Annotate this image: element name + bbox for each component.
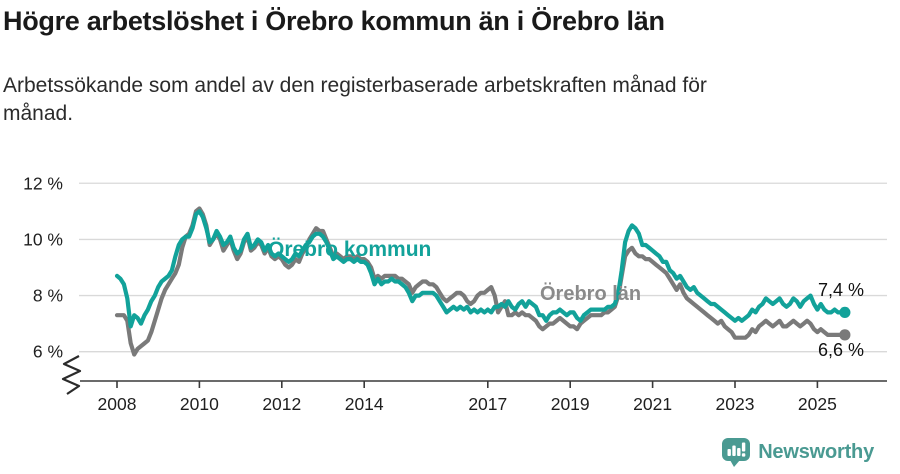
page-title: Högre arbetslöshet i Örebro kommun än i …	[3, 6, 665, 36]
x-tick-label-2017: 2017	[468, 394, 507, 414]
x-tick-label-2012: 2012	[262, 394, 301, 414]
y-tick-label-6: 6 %	[33, 342, 63, 362]
x-tick-label-2021: 2021	[633, 394, 672, 414]
series-line-kommun	[114, 209, 847, 329]
x-tick-label-2025: 2025	[798, 394, 837, 414]
x-tick-label-2023: 2023	[716, 394, 755, 414]
x-tick-label-2008: 2008	[98, 394, 137, 414]
newsworthy-logo: Newsworthy	[721, 437, 874, 468]
series-label-kommun: Örebro kommun	[268, 238, 431, 261]
y-tick-label-12: 12 %	[23, 173, 63, 193]
x-tick-label-2019: 2019	[551, 394, 590, 414]
y-axis-break-icon	[61, 355, 82, 395]
x-tick-label-2010: 2010	[180, 394, 219, 414]
y-tick-label-8: 8 %	[33, 286, 63, 306]
newsworthy-logo-text: Newsworthy	[758, 441, 874, 463]
series-line-lan	[114, 206, 847, 357]
series-label-lan: Örebro län	[540, 282, 641, 305]
subtitle-line-2: månad.	[3, 102, 74, 125]
newsworthy-logo-icon	[722, 438, 751, 467]
x-tick-label-2014: 2014	[345, 394, 384, 414]
chart-subtitle: Arbetssökande som andel av den registerb…	[3, 72, 707, 128]
series-end-dot-lan	[839, 329, 851, 341]
end-value-label-lan: 6,6 %	[818, 340, 864, 360]
y-tick-label-10: 10 %	[23, 229, 63, 249]
series-end-dot-kommun	[839, 306, 851, 319]
end-value-label-kommun: 7,4 %	[818, 280, 864, 300]
subtitle-line-1: Arbetssökande som andel av den registerb…	[3, 74, 707, 97]
